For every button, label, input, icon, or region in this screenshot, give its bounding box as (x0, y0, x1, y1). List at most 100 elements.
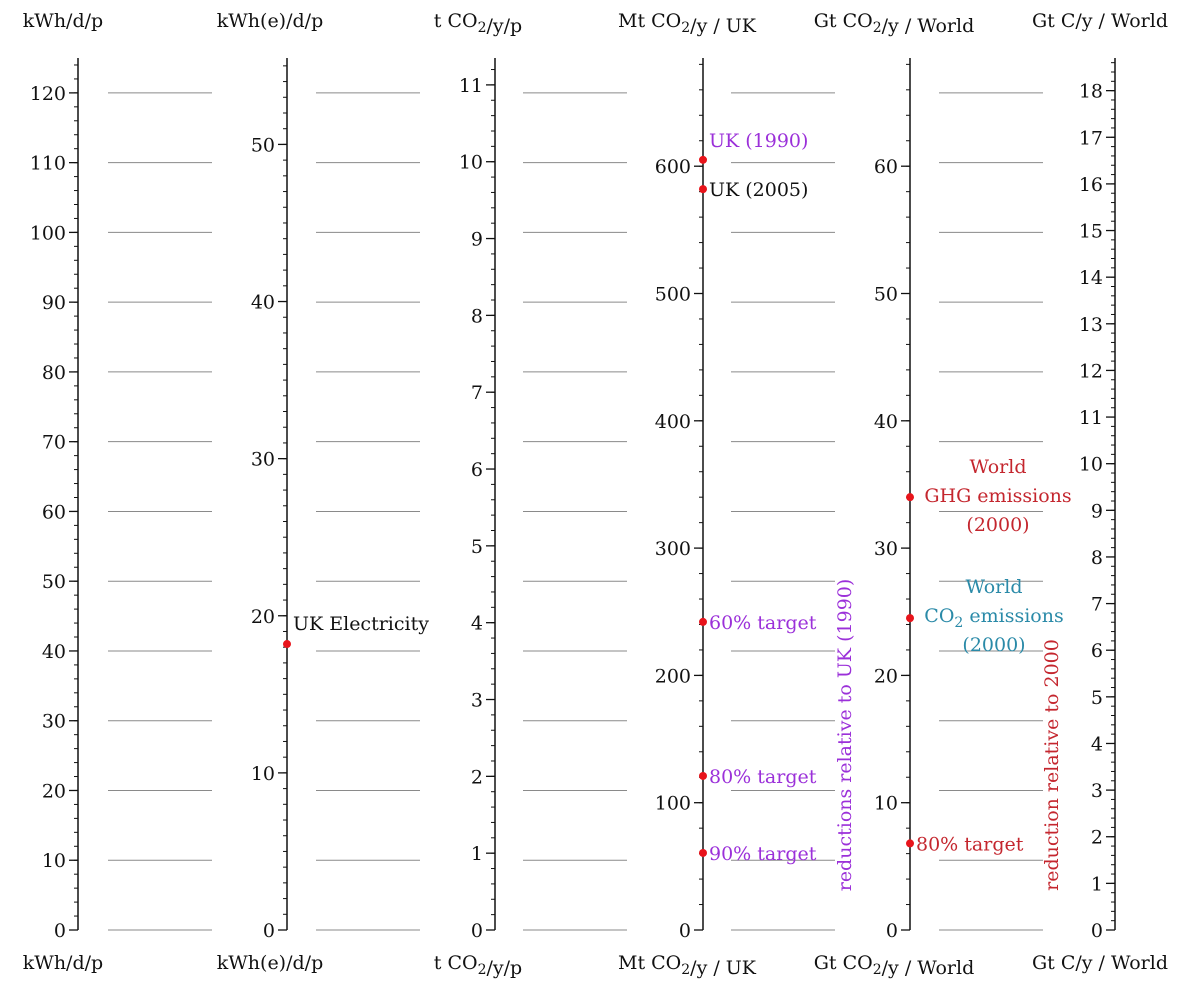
tick-label: 90 (42, 292, 66, 314)
axis-0: 0 10 20 30 40 50 60 70 80 90 100 110 120 (30, 58, 79, 942)
tick-label: 40 (42, 641, 66, 663)
tick-label: 70 (42, 432, 66, 454)
tick-label: 6 (1091, 640, 1103, 662)
tick-label: 50 (42, 571, 66, 593)
side-label-world-reduction: reduction relative to 2000 (1041, 639, 1063, 891)
tick-label: 10 (874, 793, 898, 815)
unit-label-bottom: kWh/d/p (23, 952, 103, 974)
tick-label: 4 (1091, 733, 1103, 755)
tick-label: 1 (1091, 873, 1103, 895)
tick-label: 120 (30, 83, 66, 105)
unit-label-top: Gt C/y / World (1032, 10, 1168, 32)
tick-label: 5 (1091, 687, 1103, 709)
tick-label: 2 (471, 766, 483, 788)
gridlines (108, 92, 1043, 931)
tick-label: 40 (251, 292, 275, 314)
data-points: UK Electricity UK (1990) UK (2005) 60% targ… (283, 130, 1072, 865)
unit-label-bottom: Gt CO2/y / World (814, 952, 975, 979)
unit-label-bottom: Gt C/y / World (1032, 952, 1168, 974)
tick-label: 60 (42, 501, 66, 523)
tick-label: 0 (54, 920, 66, 942)
tick-label: 8 (471, 305, 483, 327)
tick-label: 20 (874, 665, 898, 687)
data-point (906, 839, 914, 848)
side-label-uk-reductions: reductions relative to UK (1990) (834, 579, 856, 892)
tick-label: 30 (251, 449, 275, 471)
point-label: 80% target (709, 766, 817, 788)
tick-label: 1 (471, 843, 483, 865)
tick-label: 15 (1079, 221, 1103, 243)
tick-label: 16 (1079, 174, 1103, 196)
tick-label: 14 (1079, 267, 1103, 289)
tick-label: 60 (874, 156, 898, 178)
tick-label: 3 (471, 690, 483, 712)
axis-4: 0 10 20 30 40 50 60 (874, 58, 911, 942)
tick-label: 10 (42, 850, 66, 872)
unit-label-top: Mt CO2/y / UK (618, 10, 757, 37)
unit-label-bottom: kWh(e)/d/p (217, 952, 323, 974)
tick-label: 400 (655, 411, 691, 433)
tick-label: 0 (263, 920, 275, 942)
tick-label: 7 (1091, 594, 1103, 616)
tick-label: 80 (42, 362, 66, 384)
data-point (699, 617, 707, 626)
tick-label: 200 (655, 665, 691, 687)
tick-label: 40 (874, 411, 898, 433)
data-point (699, 185, 707, 194)
unit-label-top: kWh/d/p (23, 10, 103, 32)
tick-label: 13 (1079, 314, 1103, 336)
unit-label-bottom: Mt CO2/y / UK (618, 952, 757, 979)
unit-label-top: Gt CO2/y / World (814, 10, 975, 37)
unit-label-top: t CO2/y/p (434, 10, 522, 37)
point-label: UK (2005) (709, 179, 808, 201)
tick-label: 0 (471, 920, 483, 942)
tick-label: 110 (30, 153, 66, 175)
tick-label: 9 (471, 229, 483, 251)
tick-label: 0 (679, 920, 691, 942)
tick-label: 6 (471, 459, 483, 481)
tick-label: 50 (874, 284, 898, 306)
point-label: UK (1990) (709, 130, 808, 152)
tick-label: 9 (1091, 500, 1103, 522)
tick-label: 10 (1079, 454, 1103, 476)
tick-label: 3 (1091, 780, 1103, 802)
data-point (906, 493, 914, 502)
tick-label: 20 (251, 606, 275, 628)
tick-label: 18 (1079, 81, 1103, 103)
tick-label: 0 (886, 920, 898, 942)
point-label: 80% target (916, 833, 1024, 855)
tick-label: 10 (251, 763, 275, 785)
point-label: World CO2 emissions (2000) (924, 576, 1063, 656)
tick-label: 100 (655, 793, 691, 815)
tick-label: 11 (459, 75, 483, 97)
tick-label: 17 (1079, 127, 1103, 149)
point-label: 60% target (709, 612, 817, 634)
data-point (699, 771, 707, 780)
tick-label: 12 (1079, 360, 1103, 382)
data-point (283, 640, 291, 649)
tick-label: 0 (1091, 920, 1103, 942)
tick-label: 10 (459, 152, 483, 174)
tick-label: 30 (874, 538, 898, 560)
tick-label: 50 (251, 134, 275, 156)
axis-3: 0 100 200 300 400 500 600 (655, 58, 704, 942)
unit-label-top: kWh(e)/d/p (217, 10, 323, 32)
tick-label: 7 (471, 382, 483, 404)
tick-label: 11 (1079, 407, 1103, 429)
tick-label: 30 (42, 711, 66, 733)
tick-label: 5 (471, 536, 483, 558)
tick-label: 600 (655, 156, 691, 178)
tick-label: 500 (655, 284, 691, 306)
data-point (906, 614, 914, 623)
tick-label: 2 (1091, 827, 1103, 849)
point-label: UK Electricity (293, 613, 429, 635)
point-label: World GHG emissions (2000) (924, 456, 1071, 536)
axis-1: 0 10 20 30 40 50 (251, 58, 288, 942)
tick-label: 300 (655, 538, 691, 560)
tick-label: 100 (30, 222, 66, 244)
axis-2: 0 1 2 3 4 5 6 7 8 9 10 11 (459, 58, 496, 942)
tick-label: 4 (471, 613, 483, 635)
tick-label: 20 (42, 780, 66, 802)
data-point (699, 155, 707, 164)
